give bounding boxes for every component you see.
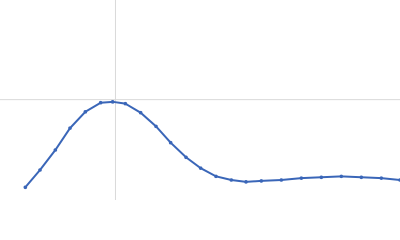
data-point: [319, 175, 324, 180]
data-point: [198, 166, 203, 170]
data-point: [23, 185, 28, 190]
data-point: [53, 148, 58, 152]
data-point: [123, 101, 128, 106]
data-point: [68, 126, 72, 130]
data-point: [168, 140, 173, 145]
data-point: [154, 124, 158, 129]
data-point: [229, 178, 234, 182]
data-point: [38, 168, 42, 172]
data-point: [379, 176, 384, 180]
data-line: [24, 100, 400, 188]
data-point: [214, 174, 218, 179]
data-point: [138, 110, 143, 115]
data-point: [259, 179, 264, 183]
chart: [0, 0, 400, 200]
data-point: [244, 180, 248, 184]
data-point: [359, 175, 364, 180]
data-point: [98, 100, 103, 105]
data-point: [110, 100, 115, 104]
data-point: [83, 110, 88, 114]
page: {"chart_data": {"type": "scatter", "x": …: [0, 0, 400, 200]
data-point: [339, 174, 344, 179]
data-point: [184, 155, 188, 160]
data-point: [279, 178, 284, 182]
data-point: [299, 176, 304, 180]
